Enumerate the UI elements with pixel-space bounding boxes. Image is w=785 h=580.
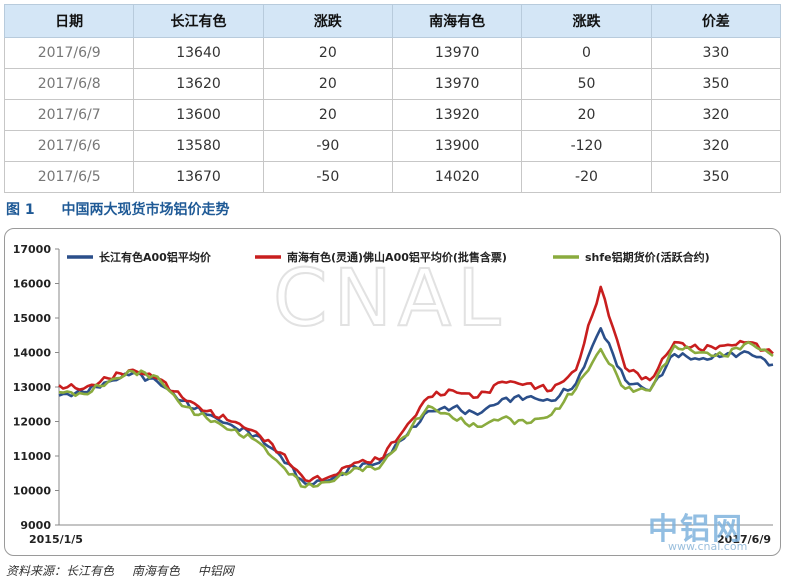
brand-url: www.cnal.com bbox=[668, 540, 748, 553]
legend-label: 长江有色A00铝平均价 bbox=[99, 250, 212, 264]
value-cell: 320 bbox=[650, 130, 782, 162]
value-cell: 13670 bbox=[133, 161, 264, 193]
date-cell: 2017/6/7 bbox=[3, 99, 135, 131]
source-label: 资料来源：长江有色 bbox=[6, 564, 115, 578]
value-cell: 20 bbox=[521, 99, 652, 131]
value-cell: 13970 bbox=[391, 37, 523, 69]
value-cell: 14020 bbox=[391, 161, 523, 193]
y-tick-label: 14000 bbox=[13, 347, 52, 360]
table-row: 2017/6/9 13640 20 13970 0 330 bbox=[3, 37, 782, 69]
column-header: 涨跌 bbox=[262, 4, 393, 38]
value-cell: 13600 bbox=[133, 99, 264, 131]
value-cell: 20 bbox=[262, 37, 393, 69]
chart-legend: 长江有色A00铝平均价 南海有色(灵通)佛山A00铝平均价(批售含票) shfe铝期… bbox=[67, 250, 710, 264]
value-cell: 350 bbox=[650, 161, 782, 193]
date-cell: 2017/6/6 bbox=[3, 130, 135, 162]
y-tick-label: 15000 bbox=[13, 312, 52, 325]
value-cell: 20 bbox=[262, 68, 393, 100]
y-tick-label: 10000 bbox=[13, 485, 52, 498]
series-line bbox=[58, 327, 774, 486]
y-tick-label: 11000 bbox=[13, 450, 52, 463]
value-cell: 13970 bbox=[391, 68, 523, 100]
value-cell: 13920 bbox=[391, 99, 523, 131]
figure-title: 中国两大现货市场铝价走势 bbox=[61, 202, 230, 218]
table-body: 2017/6/9 13640 20 13970 0 330 2017/6/8 13620 20 1… bbox=[3, 37, 782, 193]
y-tick-label: 17000 bbox=[13, 243, 52, 256]
brand-watermark: 中铝网 www.cnal.com bbox=[648, 504, 768, 556]
table-row: 2017/6/6 13580 -90 13900 -120 320 bbox=[3, 130, 782, 162]
y-tick-label: 9000 bbox=[20, 519, 51, 532]
x-end-label: 2017/6/9 bbox=[717, 533, 771, 546]
value-cell: 13640 bbox=[133, 37, 264, 69]
column-header: 长江有色 bbox=[133, 4, 264, 38]
value-cell: -90 bbox=[262, 130, 393, 162]
source-item: 南海有色 bbox=[131, 564, 180, 578]
x-start-label: 2015/1/5 bbox=[29, 533, 83, 546]
y-tick-label: 12000 bbox=[13, 416, 52, 429]
table-row: 2017/6/8 13620 20 13970 50 350 bbox=[3, 68, 782, 100]
table-header-row: 日期 长江有色 涨跌 南海有色 涨跌 价差 bbox=[3, 4, 782, 38]
column-header: 南海有色 bbox=[391, 4, 523, 38]
series-layer bbox=[58, 285, 774, 489]
chart-axes: 9000 10000 11000 12000 13000 14000 15000 16000 1… bbox=[13, 243, 773, 546]
column-header: 涨跌 bbox=[521, 4, 652, 38]
figure-number: 图 1 bbox=[6, 202, 35, 218]
figure-caption: 图 1 中国两大现货市场铝价走势 bbox=[6, 199, 230, 219]
date-cell: 2017/6/8 bbox=[3, 68, 135, 100]
value-cell: -50 bbox=[262, 161, 393, 193]
value-cell: 50 bbox=[521, 68, 652, 100]
column-header: 日期 bbox=[3, 4, 135, 38]
value-cell: 350 bbox=[650, 68, 782, 100]
value-cell: -120 bbox=[521, 130, 652, 162]
value-cell: 13580 bbox=[133, 130, 264, 162]
watermark-text: CNAL bbox=[273, 254, 507, 344]
value-cell: 13620 bbox=[133, 68, 264, 100]
price-table: 日期 长江有色 涨跌 南海有色 涨跌 价差 2017/6/9 13640 20 13970 0 33… bbox=[3, 4, 782, 193]
date-cell: 2017/6/9 bbox=[3, 37, 135, 69]
column-header: 价差 bbox=[650, 4, 782, 38]
value-cell: 0 bbox=[521, 37, 652, 69]
date-cell: 2017/6/5 bbox=[3, 161, 135, 193]
value-cell: 320 bbox=[650, 99, 782, 131]
y-tick-label: 16000 bbox=[13, 278, 52, 291]
line-chart: CNAL 9000 10000 11000 12000 13000 14000 15000 1… bbox=[13, 243, 774, 546]
chart-frame: CNAL 9000 10000 11000 12000 13000 14000 15000 1… bbox=[4, 228, 781, 556]
value-cell: 330 bbox=[650, 37, 782, 69]
series-line bbox=[58, 340, 774, 489]
legend-label: 南海有色(灵通)佛山A00铝平均价(批售含票) bbox=[287, 250, 507, 264]
value-cell: 20 bbox=[262, 99, 393, 131]
value-cell: -20 bbox=[521, 161, 652, 193]
table-row: 2017/6/5 13670 -50 14020 -20 350 bbox=[3, 161, 782, 193]
legend-label: shfe铝期货价(活跃合约) bbox=[585, 250, 710, 264]
y-tick-label: 13000 bbox=[13, 381, 52, 394]
brand-logo: 中铝网 bbox=[648, 512, 744, 547]
source-note: 资料来源：长江有色 南海有色 中铝网 bbox=[6, 562, 248, 579]
value-cell: 13900 bbox=[391, 130, 523, 162]
source-item: 中铝网 bbox=[197, 564, 234, 578]
series-line bbox=[58, 285, 774, 483]
table-row: 2017/6/7 13600 20 13920 20 320 bbox=[3, 99, 782, 131]
